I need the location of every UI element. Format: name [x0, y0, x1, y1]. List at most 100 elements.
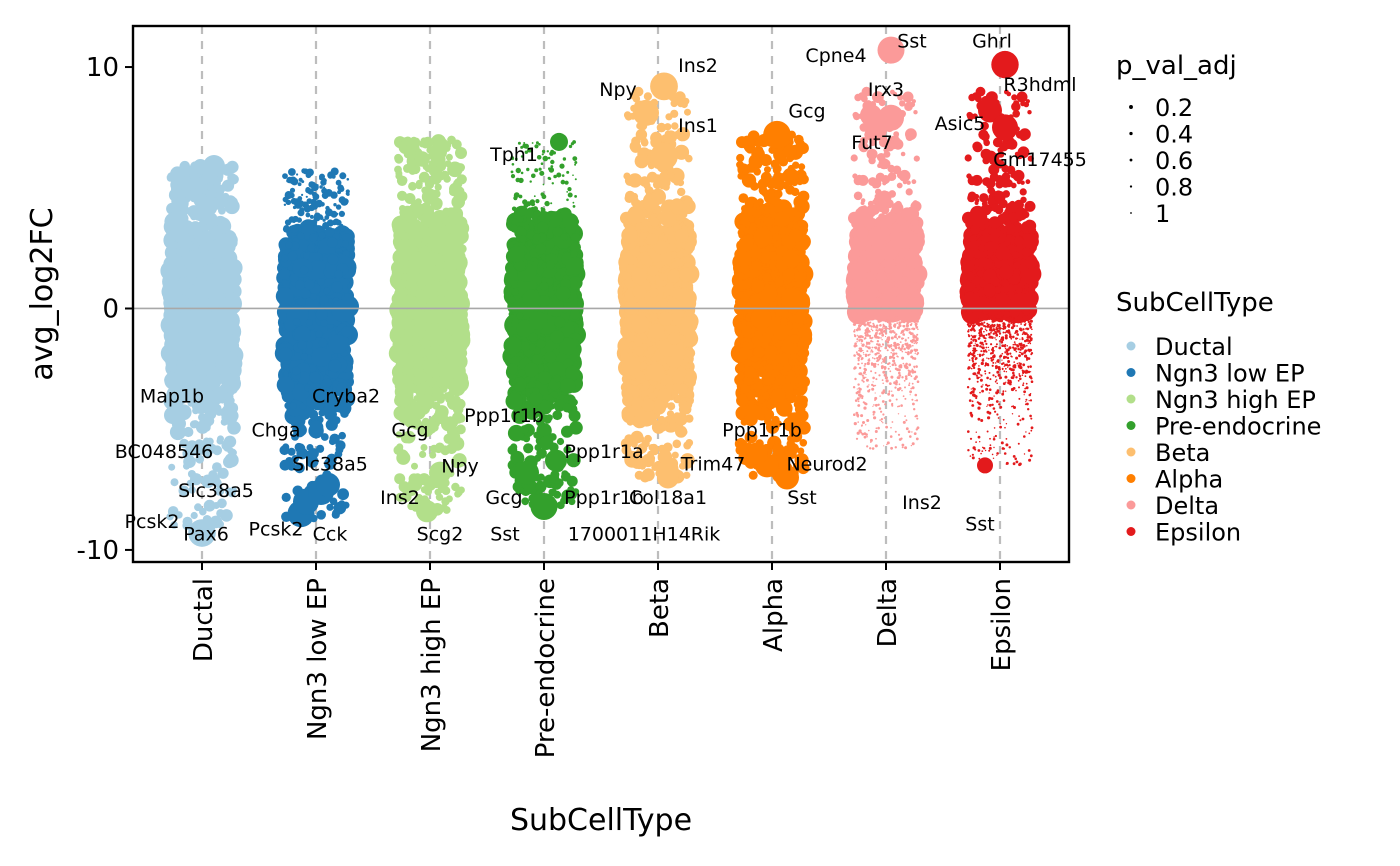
data-point: [438, 319, 448, 329]
data-point: [292, 318, 301, 326]
data-point: [300, 353, 308, 361]
data-point: [318, 338, 328, 348]
data-point: [290, 224, 299, 234]
data-point: [212, 256, 225, 269]
data-point: [326, 237, 338, 249]
data-point: [418, 387, 426, 395]
data-point: [183, 462, 190, 470]
data-point: [199, 507, 207, 516]
data-point: [204, 343, 212, 351]
data-point: [227, 447, 235, 455]
data-point: [316, 510, 327, 520]
plot-area: Map1bBC048546Slc38a5Pcsk2Pax6Cryba2ChgaS…: [115, 26, 1087, 562]
data-point: [443, 282, 452, 291]
data-point: [188, 486, 196, 494]
data-point: [318, 231, 326, 239]
data-point: [337, 488, 349, 501]
data-point: [398, 336, 408, 346]
data-point: [339, 172, 347, 180]
data-point: [419, 450, 427, 458]
data-point: [309, 420, 324, 434]
data-point: [400, 232, 410, 242]
data-point: [206, 267, 225, 286]
data-point: [328, 359, 342, 373]
data-point: [455, 320, 465, 331]
data-point: [404, 210, 416, 222]
data-point: [188, 178, 199, 189]
data-point: [312, 226, 319, 232]
data-point: [215, 185, 225, 195]
data-point: [434, 488, 442, 496]
data-point: [198, 413, 207, 422]
data-point: [281, 492, 291, 502]
data-point: [443, 359, 452, 368]
data-point: [338, 186, 345, 193]
data-point: [178, 164, 191, 177]
data-point: [346, 178, 350, 181]
data-point: [215, 359, 224, 368]
data-point: [213, 238, 232, 258]
data-point: [399, 191, 407, 199]
data-point: [220, 418, 228, 426]
data-point: [397, 449, 409, 462]
data-point: [335, 440, 346, 451]
data-point: [213, 307, 229, 323]
data-point: [170, 478, 179, 487]
data-point: [168, 463, 176, 471]
data-point: [303, 252, 310, 260]
data-point: [455, 377, 465, 387]
data-point: [292, 205, 297, 210]
data-point: [541, 153, 544, 156]
data-point: [398, 255, 409, 266]
series-ductal: [160, 155, 244, 547]
data-point: [450, 277, 458, 285]
data-point: [539, 170, 545, 176]
data-point: [429, 343, 442, 356]
data-point: [224, 291, 233, 300]
data-point: [301, 193, 304, 196]
data-point: [307, 244, 316, 252]
data-point: [398, 279, 408, 289]
data-point: [287, 251, 298, 261]
data-point: [338, 500, 346, 508]
data-point: [441, 308, 453, 320]
data-point: [403, 149, 413, 159]
data-point: [433, 308, 441, 317]
data-point: [441, 216, 450, 226]
data-point: [322, 222, 330, 230]
data-point: [394, 473, 406, 485]
data-point: [420, 444, 428, 451]
data-point: [227, 424, 238, 435]
data-point: [515, 167, 521, 174]
data-point: [217, 224, 227, 233]
data-point: [445, 153, 453, 161]
data-point: [161, 281, 182, 302]
data-point: [195, 454, 205, 464]
data-point: [448, 303, 456, 311]
data-point: [281, 254, 289, 263]
data-point: [420, 394, 435, 409]
data-point: [403, 136, 413, 146]
data-point: [443, 175, 451, 183]
data-point: [282, 173, 288, 180]
data-point: [320, 319, 328, 327]
data-point: [453, 290, 462, 299]
data-point: [320, 202, 325, 207]
data-point: [415, 182, 423, 190]
data-point: [214, 404, 222, 412]
data-point: [293, 198, 301, 206]
data-point: [328, 437, 337, 446]
data-point: [412, 343, 421, 352]
data-point: [396, 443, 404, 451]
data-point: [178, 305, 186, 314]
data-point: [326, 503, 334, 511]
data-point: [171, 191, 179, 199]
data-point: [531, 173, 536, 179]
data-point: [318, 409, 326, 417]
data-point: [207, 375, 222, 390]
data-point: [445, 295, 455, 305]
data-point: [550, 159, 555, 165]
data-point: [173, 253, 182, 263]
data-point: [212, 445, 223, 456]
data-point: [306, 168, 314, 177]
